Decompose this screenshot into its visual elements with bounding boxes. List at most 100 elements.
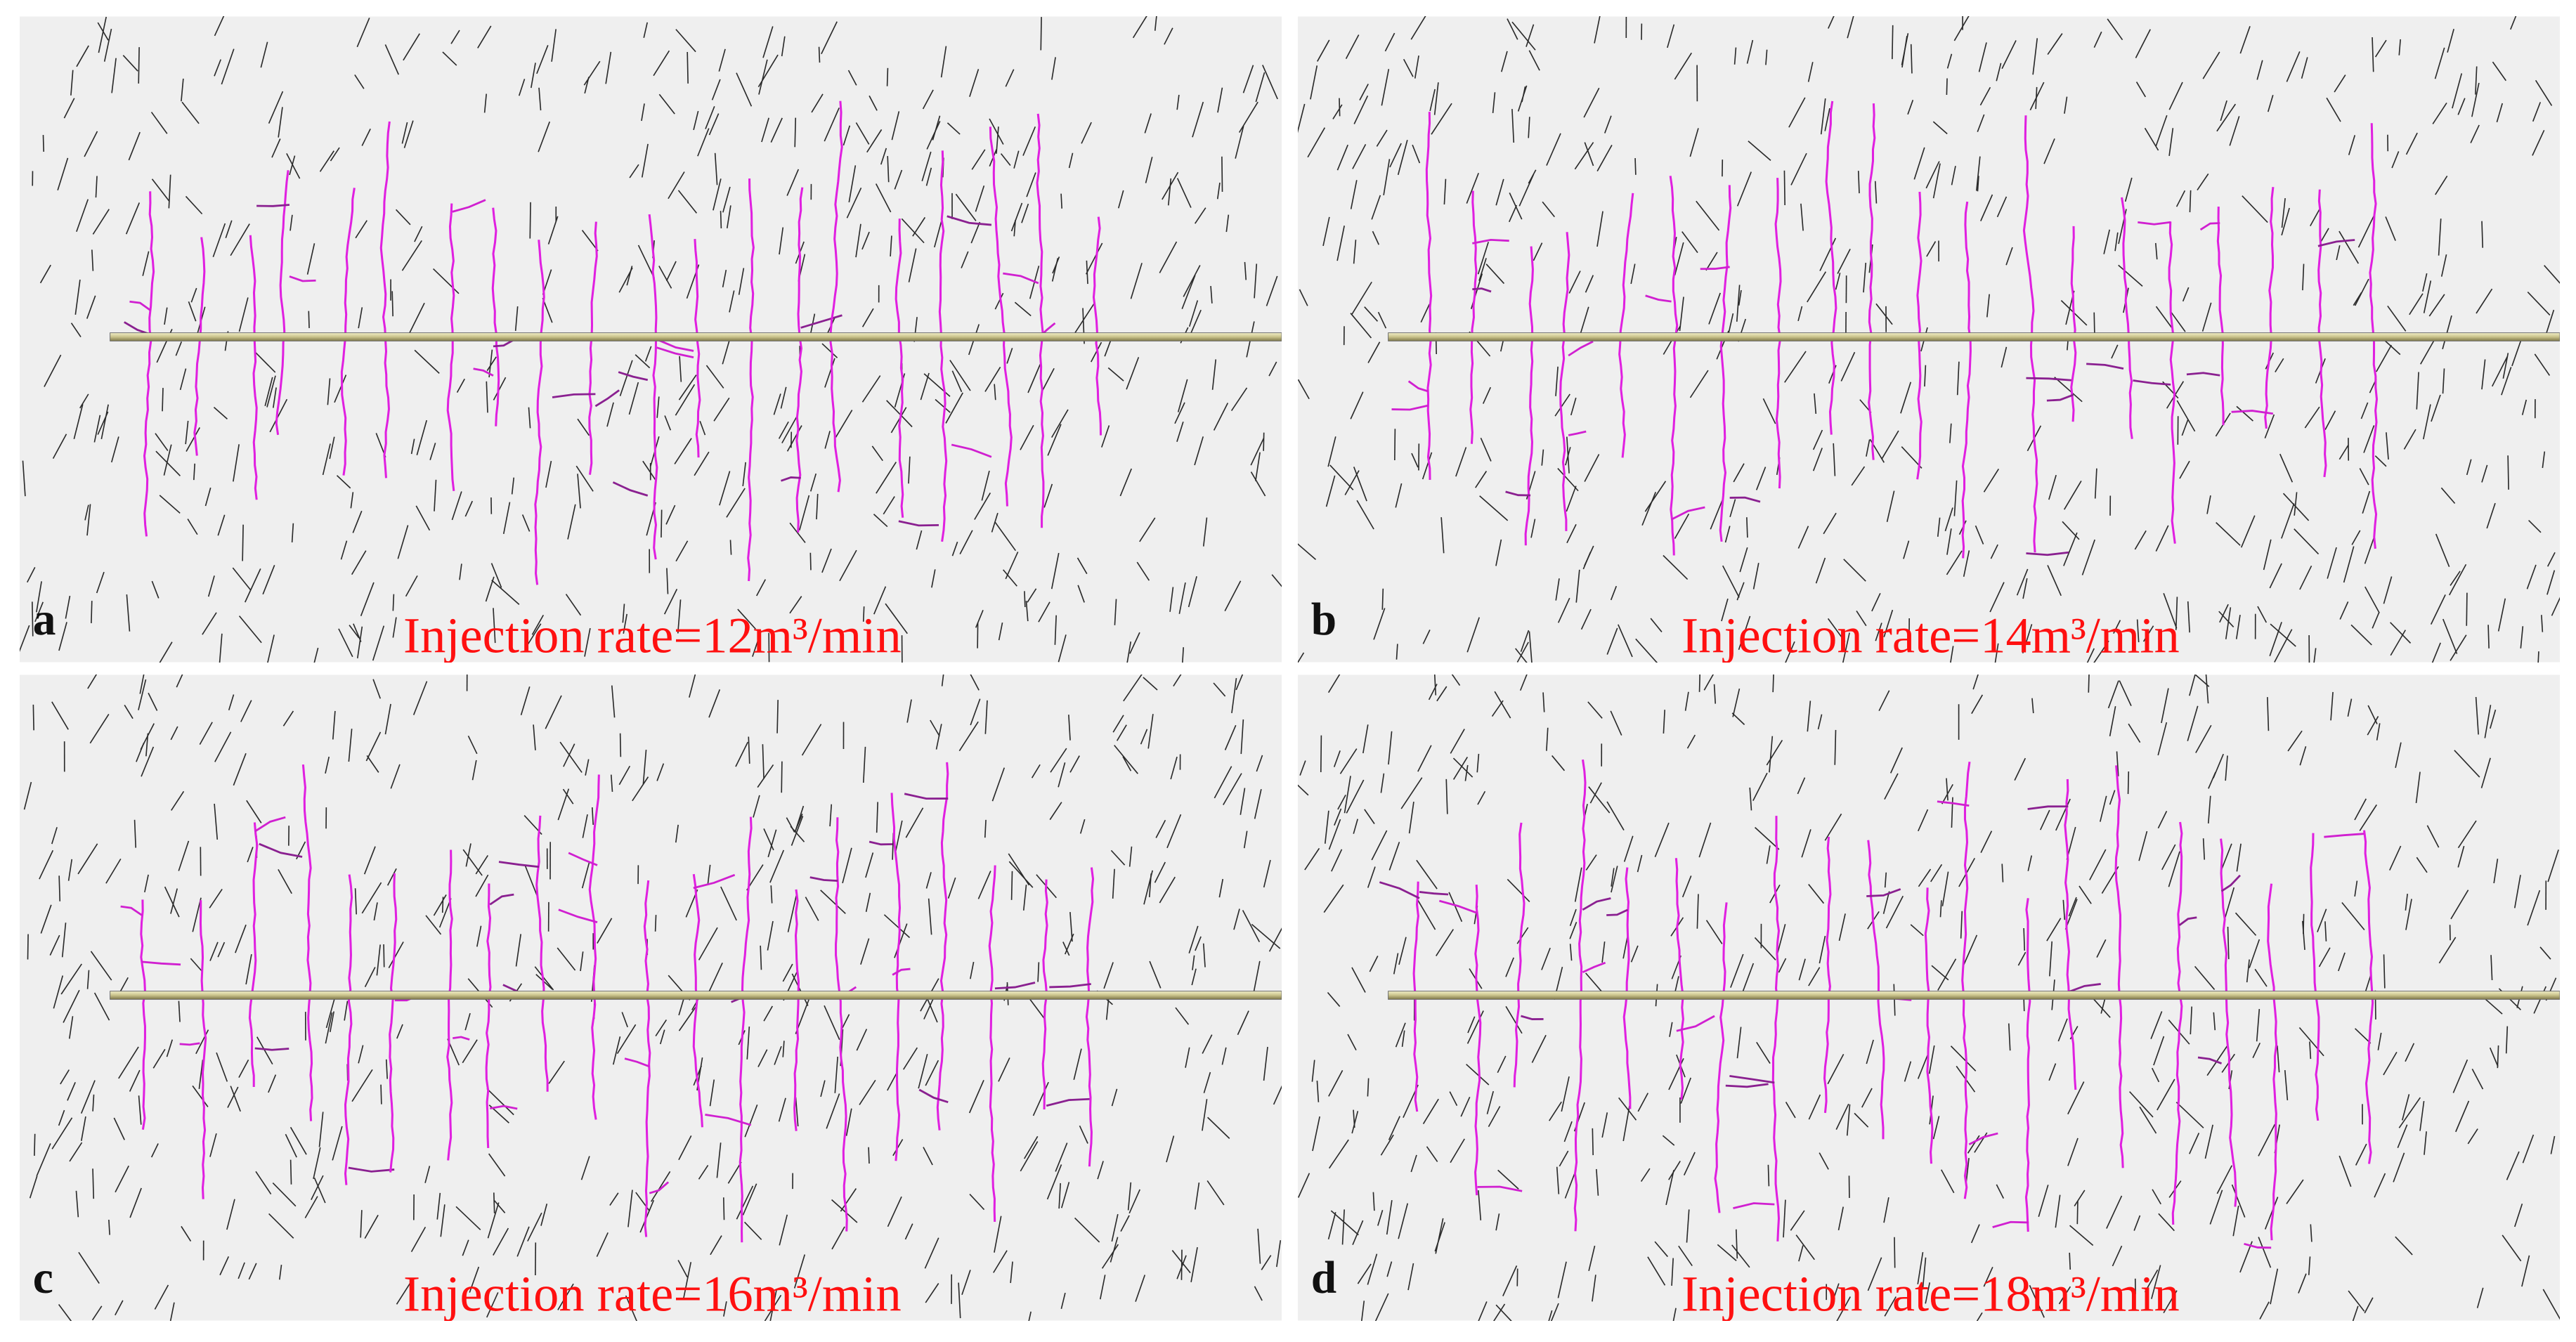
natural-fracture (2471, 82, 2480, 117)
natural-fracture (1574, 867, 1582, 902)
natural-fracture (991, 512, 998, 533)
natural-fracture (1640, 1168, 1651, 1183)
natural-fracture (1509, 193, 1523, 220)
natural-fracture (1127, 1182, 1132, 1211)
natural-fracture (2252, 1042, 2261, 1058)
natural-fracture (1530, 519, 1536, 538)
natural-fracture (1155, 819, 1166, 838)
natural-fracture (65, 595, 71, 619)
natural-fracture (141, 746, 155, 777)
natural-fracture (1963, 550, 1970, 577)
natural-fracture (169, 1302, 175, 1321)
natural-fracture (515, 934, 522, 967)
natural-fracture (1341, 1209, 1345, 1245)
natural-fracture (637, 245, 655, 279)
natural-fracture (392, 617, 397, 638)
natural-fracture (410, 438, 415, 455)
natural-fracture (26, 567, 36, 583)
natural-fracture (1217, 87, 1223, 113)
natural-fracture (699, 420, 706, 436)
natural-fracture (248, 1263, 257, 1280)
natural-fracture (2363, 425, 2375, 453)
natural-fracture (1684, 691, 1689, 711)
natural-fracture (989, 118, 1004, 145)
natural-fracture (53, 975, 64, 1009)
natural-fracture (1889, 747, 1903, 774)
natural-fracture (1784, 351, 1807, 383)
natural-fracture (1460, 1097, 1471, 1117)
natural-fracture (1956, 361, 1960, 396)
natural-fracture (42, 135, 45, 152)
natural-fracture (1154, 861, 1166, 883)
natural-fracture (2330, 691, 2334, 721)
natural-fracture (2046, 918, 2062, 942)
fracture-branch (129, 300, 152, 311)
natural-fracture (313, 1177, 326, 1204)
natural-fracture (1531, 1034, 1547, 1063)
natural-fracture (1671, 1258, 1674, 1286)
natural-fracture (111, 58, 117, 93)
natural-fracture (559, 741, 583, 773)
natural-fracture (1177, 379, 1188, 412)
natural-fracture (925, 872, 932, 889)
natural-fracture (1541, 947, 1551, 970)
natural-fracture (1971, 694, 1984, 715)
natural-fracture (1795, 1234, 1815, 1260)
wellbore (1388, 332, 2560, 341)
natural-fracture (1983, 1266, 1993, 1287)
natural-fracture (1611, 868, 1615, 887)
natural-fracture (176, 675, 183, 688)
natural-fracture (1678, 1245, 1693, 1267)
natural-fracture (290, 214, 293, 231)
fracture-branch (1439, 899, 1478, 914)
natural-fracture (1339, 748, 1358, 774)
fracture-branch (947, 215, 992, 226)
natural-fracture (1979, 86, 1991, 106)
hydraulic-fracture (485, 883, 492, 1149)
natural-fracture (67, 1081, 76, 1101)
hydraulic-fracture (2267, 883, 2278, 1241)
natural-fracture (2551, 597, 2560, 616)
natural-fracture (2227, 927, 2230, 960)
natural-fracture (1650, 618, 1663, 632)
natural-fracture (171, 790, 185, 811)
natural-fracture (1360, 1301, 1365, 1321)
natural-fracture (887, 1196, 902, 1227)
natural-fracture (1644, 481, 1667, 512)
fracture-branch (2186, 372, 2220, 377)
natural-fracture (1299, 760, 1306, 776)
natural-fracture (254, 351, 276, 373)
natural-fracture (1357, 1263, 1372, 1284)
natural-fracture (2058, 1286, 2071, 1305)
natural-fracture (1450, 729, 1465, 754)
natural-fracture (781, 415, 798, 444)
natural-fracture (763, 828, 774, 851)
panel-letter: a (33, 594, 56, 645)
natural-fracture (761, 117, 769, 143)
natural-fracture (2236, 405, 2253, 422)
natural-fracture (267, 634, 275, 663)
natural-fracture (93, 415, 101, 443)
natural-fracture (971, 149, 986, 170)
natural-fracture (1819, 935, 1826, 964)
natural-fracture (2257, 606, 2268, 623)
natural-fracture (1369, 956, 1379, 972)
fracture-branch (2231, 410, 2274, 415)
natural-fracture (2486, 502, 2496, 529)
natural-fracture (809, 473, 817, 492)
natural-fracture (451, 491, 462, 521)
natural-fracture (2096, 939, 2107, 958)
natural-fracture (839, 549, 857, 582)
natural-fracture (707, 864, 711, 885)
natural-fracture (2507, 455, 2509, 490)
natural-fracture (2047, 565, 2062, 597)
natural-fracture (1027, 588, 1037, 603)
natural-fracture (2475, 66, 2478, 95)
natural-fracture (238, 1262, 245, 1279)
natural-fracture (1013, 220, 1016, 237)
natural-fracture (1386, 1261, 1393, 1277)
natural-fracture (1783, 1199, 1786, 1238)
natural-fracture (1325, 475, 1336, 507)
natural-fracture (2240, 515, 2256, 548)
natural-fracture (2187, 601, 2190, 633)
